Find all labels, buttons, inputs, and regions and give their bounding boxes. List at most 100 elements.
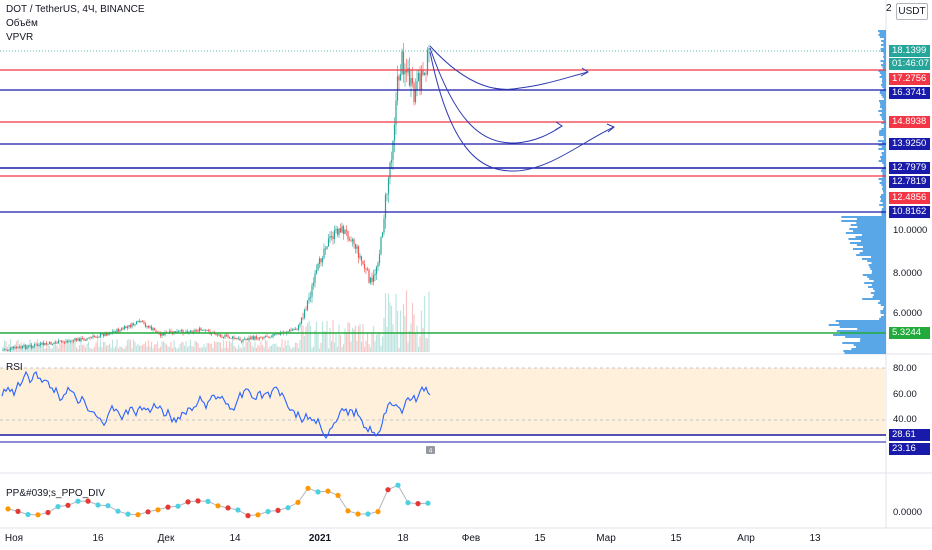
ppo-dot [65,502,71,508]
ppo-dots [5,482,431,519]
volume-bar [155,344,157,352]
candle-body [287,331,289,333]
ppo-legend[interactable]: PP&#039;s_PPO_DIV [6,488,105,499]
vpvr-bar [883,150,886,152]
vpvr-bar [878,302,886,304]
volume-bar [195,341,198,352]
volume-bar [411,302,414,352]
candle-body [404,70,406,75]
vpvr-bar [881,152,886,154]
candle-body [261,337,264,339]
currency-button[interactable]: USDT [896,3,928,20]
volume-bar [414,332,417,352]
candle-body [18,346,21,348]
volume-bar [288,345,291,352]
volume-bar [342,344,345,352]
alert-marker[interactable]: 4 [426,446,435,455]
rsi-band [0,368,886,436]
candle-body [3,349,6,351]
volume-bar [387,293,390,352]
candle-body [387,178,390,194]
time-label: 15 [534,533,546,544]
volume-legend[interactable]: Объём [6,18,38,29]
rsi-legend[interactable]: RSI [6,362,23,373]
vpvr-legend[interactable]: VPVR [6,32,34,43]
candle-body [264,336,267,337]
volume-bar [108,343,111,352]
volume-bar [92,348,94,352]
volume-bar [374,341,376,352]
volume-bar [74,339,76,352]
projection-arrows[interactable] [429,45,615,172]
volume-bar [327,348,330,352]
volume-bar [216,341,219,352]
volume-bar [27,347,30,352]
candle-body [377,263,379,267]
candle-body [425,73,427,75]
vpvr-bar [883,192,886,194]
ppo-dot [265,508,271,515]
volume-bar [269,346,271,352]
volume-bar [318,348,321,352]
vpvr-bar [861,258,886,260]
vpvr-bar [873,280,886,282]
volume-bar [251,345,253,352]
vpvr-bar [857,226,886,228]
ppo-dot [365,511,371,517]
vpvr-bar [883,54,886,56]
candle-body [248,337,250,341]
candle-body [201,330,204,331]
volume-bar [260,341,262,352]
volume-bar [96,339,99,352]
volume-bar [137,343,139,352]
vpvr-bar [845,336,886,338]
volume-bar [32,345,34,352]
vpvr-bar [882,66,886,68]
volume-bar [321,321,324,352]
vpvr-bar [883,120,886,122]
candle-body [45,342,48,345]
volume-bar [197,343,199,352]
volume-bar [45,347,48,352]
volume-bar [341,347,343,352]
vpvr-bar [881,64,886,66]
candle-body [146,326,148,327]
vpvr-bar [856,254,886,256]
vpvr-bar [878,140,886,142]
candle-body [117,329,120,332]
vpvr-bar [848,238,886,240]
volume-bar [204,347,207,352]
vpvr-bar [883,46,886,48]
price-label-blue: 10.8162 [889,206,930,218]
candle-body [53,342,55,344]
volume-bar [293,347,295,352]
candle-body [260,337,262,339]
volume-bar [299,340,301,352]
volume-bar [182,342,184,352]
volume-bar [266,340,268,352]
volume-bar [164,343,166,352]
volume-bar [282,347,285,352]
candle-body [182,329,184,334]
ppo-dot [165,504,171,510]
volume-bar [60,339,63,352]
price-label-blue: 12.7979 [889,162,930,174]
candle-body [90,337,93,339]
candle-body [75,338,78,341]
candle-body [92,335,94,338]
volume-bar [369,347,372,352]
chart-title[interactable]: DOT / TetherUS, 4Ч, BINANCE [6,4,145,15]
candle-body [137,321,139,322]
candle-body [207,330,210,332]
candle-body [314,273,316,283]
volume-bar [93,346,96,352]
ppo-dot [105,503,111,509]
horizontal-levels[interactable] [0,50,886,334]
candle-body [36,344,39,346]
volume-bar [384,293,387,352]
volume-bar [47,344,49,352]
candle-body [17,347,19,349]
candle-body [102,333,105,337]
candle-body [275,333,277,335]
